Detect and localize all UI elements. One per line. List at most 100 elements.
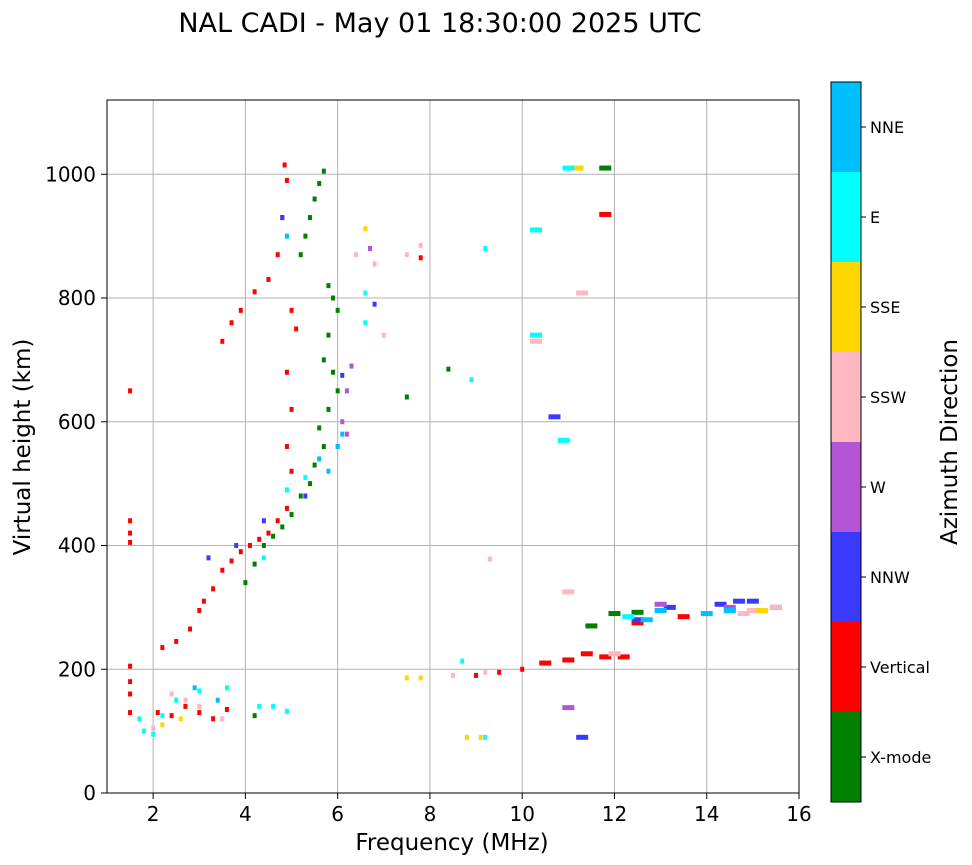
- data-point: [723, 607, 736, 613]
- data-point: [483, 669, 488, 675]
- data-point: [354, 252, 359, 258]
- data-point: [469, 377, 474, 383]
- plot-frame: [106, 99, 800, 794]
- data-point: [303, 493, 308, 499]
- data-point: [404, 252, 409, 258]
- data-point: [321, 444, 326, 449]
- data-point: [663, 604, 676, 610]
- data-point: [128, 388, 133, 394]
- data-point: [224, 685, 229, 691]
- data-point: [294, 326, 299, 332]
- data-point: [326, 283, 331, 289]
- data-point: [335, 388, 340, 394]
- series-sse: [160, 165, 769, 740]
- data-point: [344, 388, 349, 394]
- colorbar-tick-label: NNE: [870, 118, 904, 137]
- data-point: [155, 710, 160, 716]
- data-point: [248, 543, 253, 548]
- data-point: [298, 252, 303, 258]
- colorbar-segment: [831, 172, 861, 262]
- data-point: [340, 372, 345, 378]
- data-point: [201, 598, 206, 604]
- data-point: [746, 598, 759, 604]
- colorbar-tick-label: X-mode: [870, 748, 931, 767]
- data-point: [562, 589, 575, 595]
- data-point: [183, 703, 188, 709]
- data-point: [631, 609, 644, 615]
- data-point: [381, 332, 386, 338]
- data-point: [321, 357, 326, 363]
- data-point: [571, 165, 584, 171]
- data-point: [585, 623, 598, 629]
- data-point: [178, 716, 183, 722]
- data-point: [141, 728, 146, 734]
- series-ssw: [151, 242, 782, 731]
- data-point: [174, 638, 179, 644]
- data-point: [252, 561, 257, 567]
- data-point: [640, 617, 653, 623]
- data-point: [275, 252, 280, 258]
- data-point: [128, 539, 133, 545]
- data-point: [340, 419, 345, 425]
- data-point: [557, 437, 570, 443]
- series-e: [137, 165, 635, 740]
- data-point: [326, 406, 331, 412]
- colorbar-tick-label: W: [870, 478, 886, 497]
- data-point: [478, 734, 483, 740]
- data-point: [174, 697, 179, 703]
- series-nne: [192, 233, 736, 703]
- colorbar-segment: [831, 622, 861, 712]
- data-point: [252, 289, 257, 295]
- data-point: [446, 366, 451, 372]
- data-point: [307, 481, 312, 487]
- x-axis-label: Frequency (MHz): [355, 830, 548, 856]
- data-point: [404, 675, 409, 681]
- data-point: [460, 658, 465, 664]
- data-point: [562, 165, 575, 171]
- data-point: [622, 614, 635, 620]
- data-point: [363, 226, 368, 232]
- x-tick-label: 8: [424, 802, 437, 826]
- data-point: [631, 617, 644, 623]
- colorbar-tick-label: SSE: [870, 298, 900, 317]
- y-tick-label: 200: [58, 657, 96, 681]
- data-point: [303, 474, 308, 480]
- data-point: [363, 290, 368, 296]
- data-point: [284, 505, 289, 511]
- data-point: [530, 338, 543, 344]
- data-point: [367, 246, 372, 251]
- data-point: [261, 555, 266, 561]
- data-point: [289, 307, 294, 313]
- data-point: [756, 607, 769, 613]
- data-point: [497, 669, 502, 675]
- x-tick-label: 16: [786, 802, 811, 826]
- data-point: [307, 215, 312, 221]
- data-point: [137, 716, 142, 722]
- y-axis-ticks: 0 200 400 600 800 1000: [45, 162, 107, 805]
- data-point: [548, 414, 561, 420]
- data-point: [608, 651, 621, 657]
- y-tick-label: 400: [58, 534, 96, 558]
- data-point: [280, 524, 285, 530]
- data-point: [331, 295, 336, 301]
- series-vertical: [128, 162, 690, 722]
- data-point: [282, 162, 287, 168]
- colorbar-tick-label: Vertical: [870, 658, 930, 677]
- x-tick-label: 4: [239, 802, 252, 826]
- data-point: [128, 710, 133, 716]
- data-point: [252, 713, 257, 719]
- data-point: [243, 580, 248, 586]
- data-point: [654, 607, 667, 613]
- data-point: [229, 320, 234, 326]
- data-point: [335, 307, 340, 313]
- y-tick-label: 800: [58, 286, 96, 310]
- colorbar-segment: [831, 262, 861, 352]
- colorbar-tick-label: SSW: [870, 388, 906, 407]
- data-points: [128, 162, 782, 740]
- data-point: [284, 444, 289, 449]
- data-point: [418, 242, 423, 248]
- chart-title: NAL CADI - May 01 18:30:00 2025 UTC: [178, 8, 701, 39]
- data-point: [418, 675, 423, 681]
- data-point: [188, 626, 193, 632]
- colorbar-tick-label: NNW: [870, 568, 910, 587]
